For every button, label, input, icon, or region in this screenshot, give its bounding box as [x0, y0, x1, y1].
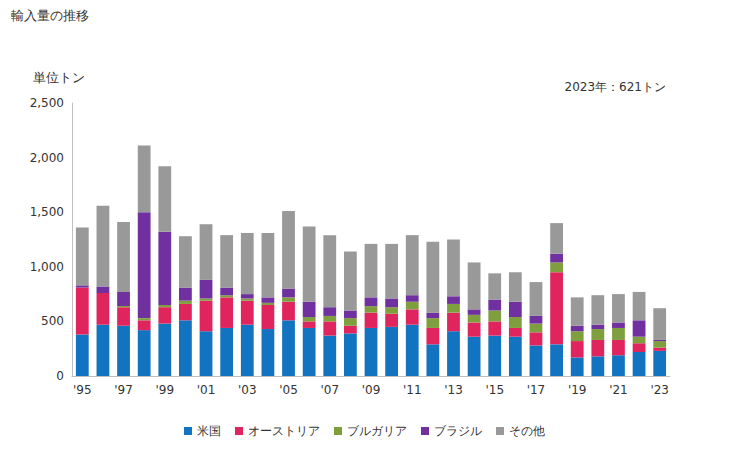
svg-text:'09: '09 — [362, 383, 381, 397]
svg-text:1,000: 1,000 — [30, 260, 64, 274]
svg-text:'95: '95 — [73, 383, 92, 397]
svg-text:'05: '05 — [279, 383, 298, 397]
svg-text:'21: '21 — [609, 383, 628, 397]
svg-text:ブラジル: ブラジル — [434, 424, 482, 438]
svg-text:'01: '01 — [197, 383, 216, 397]
svg-text:単位トン: 単位トン — [33, 70, 85, 85]
svg-text:輸入量の推移: 輸入量の推移 — [11, 8, 89, 23]
svg-text:'97: '97 — [114, 383, 133, 397]
svg-text:2023年：621トン: 2023年：621トン — [565, 80, 666, 94]
svg-text:0: 0 — [56, 369, 64, 383]
svg-text:ブルガリア: ブルガリア — [347, 424, 407, 438]
svg-text:米国: 米国 — [197, 424, 221, 438]
svg-text:'19: '19 — [568, 383, 587, 397]
svg-text:'17: '17 — [527, 383, 546, 397]
svg-text:'07: '07 — [320, 383, 339, 397]
svg-text:2,500: 2,500 — [30, 96, 64, 110]
svg-text:'11: '11 — [403, 383, 422, 397]
svg-text:'23: '23 — [650, 383, 669, 397]
svg-text:その他: その他 — [509, 424, 545, 438]
svg-text:2,000: 2,000 — [30, 151, 64, 165]
svg-text:'03: '03 — [238, 383, 257, 397]
svg-text:'13: '13 — [444, 383, 463, 397]
svg-text:'15: '15 — [485, 383, 504, 397]
svg-text:'99: '99 — [156, 383, 175, 397]
svg-text:1,500: 1,500 — [30, 205, 64, 219]
svg-text:500: 500 — [41, 314, 64, 328]
svg-text:オーストリア: オーストリア — [248, 424, 320, 438]
